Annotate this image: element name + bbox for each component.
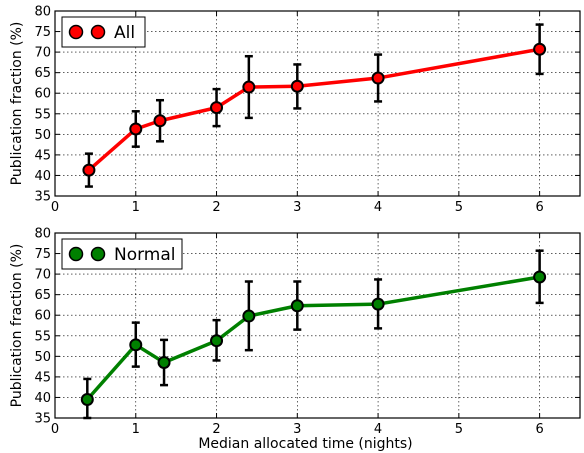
plot-frame: [54, 232, 581, 419]
y-tick-label: 55: [34, 107, 51, 122]
y-tick-label: 75: [34, 25, 51, 40]
x-tick-label: 4: [374, 422, 382, 437]
y-tick-label: 35: [34, 412, 51, 427]
legend-label: All: [114, 23, 135, 43]
data-point: [242, 309, 256, 323]
y-axis-label: Publication fraction (%): [9, 244, 25, 408]
data-point: [533, 270, 547, 284]
series-line: [85, 275, 540, 401]
data-point: [210, 334, 224, 348]
x-tick-label: 6: [535, 422, 543, 437]
y-tick-label: 55: [34, 329, 51, 344]
y-tick-label: 40: [34, 169, 51, 184]
y-tick-label: 50: [34, 128, 51, 143]
x-tick-label: 3: [293, 422, 301, 437]
data-point: [157, 356, 171, 369]
y-tick-label: 70: [34, 268, 51, 283]
y-tick-label: 60: [34, 87, 51, 102]
data-point: [290, 299, 304, 313]
y-axis-label: Publication fraction (%): [9, 22, 25, 186]
y-tick-label: 70: [34, 46, 51, 61]
y-tick-label: 50: [34, 350, 51, 365]
y-tick-label: 60: [34, 309, 51, 324]
data-point: [533, 42, 547, 56]
y-tick-label: 65: [34, 288, 51, 303]
x-tick-label: 3: [293, 200, 301, 215]
x-tick-label: 0: [51, 422, 59, 437]
data-point: [371, 71, 385, 85]
data-point: [371, 297, 385, 311]
x-tick-label: 2: [212, 200, 220, 215]
x-axis-label: Median allocated time (nights): [198, 436, 412, 452]
y-tick-label: 45: [34, 148, 51, 163]
series-line: [87, 47, 540, 172]
x-tick-label: 5: [455, 200, 463, 215]
data-point: [153, 114, 167, 128]
x-tick-label: 0: [51, 200, 59, 215]
data-point: [82, 163, 96, 177]
legend-marker: [90, 24, 106, 40]
y-tick-label: 80: [34, 5, 51, 20]
y-tick-label: 75: [34, 247, 51, 262]
plot-frame: [54, 10, 581, 197]
y-tick-label: 35: [34, 190, 51, 205]
y-tick-label: 45: [34, 370, 51, 385]
data-point: [129, 338, 143, 352]
x-tick-label: 6: [535, 200, 543, 215]
x-tick-label: 2: [212, 422, 220, 437]
data-point: [80, 393, 94, 406]
y-tick-label: 65: [34, 66, 51, 81]
y-tick-label: 40: [34, 391, 51, 406]
legend-marker: [68, 24, 84, 40]
data-point: [242, 80, 256, 94]
x-tick-label: 4: [374, 200, 382, 215]
x-tick-label: 1: [132, 422, 140, 437]
data-point: [129, 122, 143, 136]
legend-marker: [68, 246, 84, 262]
legend-label: Normal: [114, 245, 176, 265]
y-tick-label: 80: [34, 227, 51, 242]
data-point: [210, 101, 224, 115]
data-point: [290, 79, 304, 93]
x-tick-label: 5: [455, 422, 463, 437]
legend-marker: [90, 246, 106, 262]
x-tick-label: 1: [132, 200, 140, 215]
